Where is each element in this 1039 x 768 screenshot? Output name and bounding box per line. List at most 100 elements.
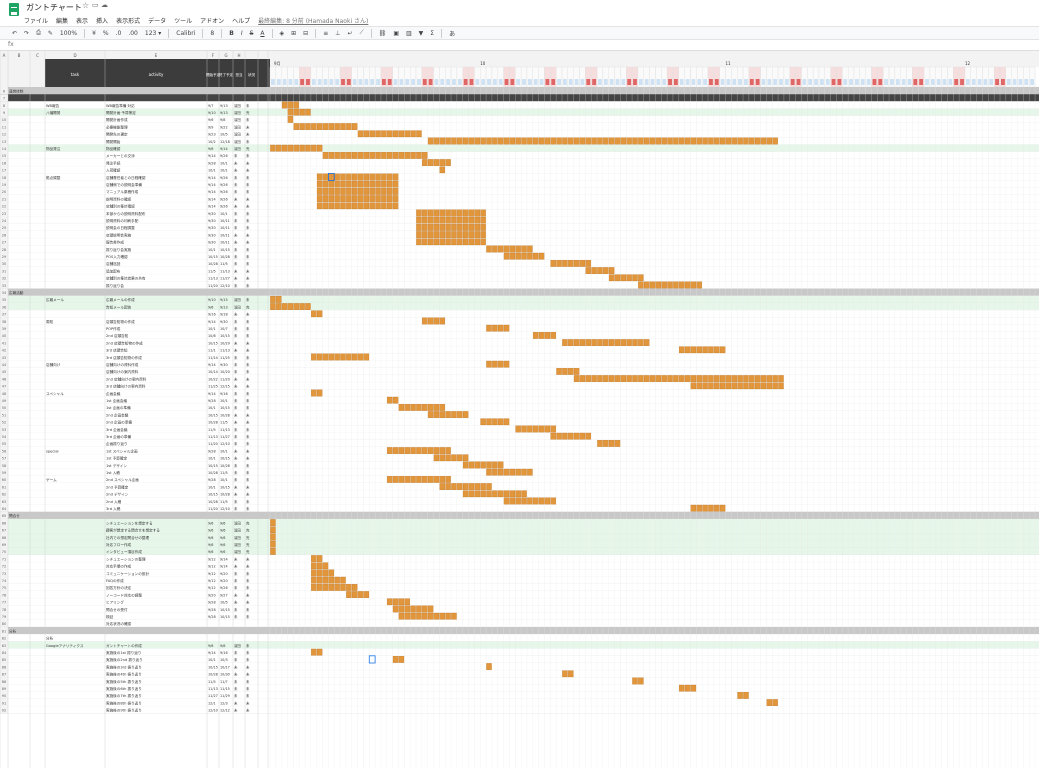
document-title[interactable]: ガントチャート	[26, 3, 82, 12]
weekday-marker	[463, 79, 468, 85]
activity-cell: 2nd デザイン	[106, 492, 129, 497]
gantt-bar-cell	[421, 317, 428, 325]
align-horizontal-icon[interactable]: ≡	[323, 29, 329, 37]
gantt-bar-cell	[392, 598, 399, 606]
paint-format-icon[interactable]: ✎	[47, 29, 53, 37]
weekday-marker	[802, 79, 807, 85]
table-row	[0, 591, 1039, 599]
fill-color-icon[interactable]: ◈	[279, 29, 285, 37]
menu-edit[interactable]: 編集	[56, 18, 69, 25]
merge-cells-icon[interactable]: ⊟	[303, 29, 309, 37]
owner-cell: 未	[234, 232, 238, 237]
row-number: 42	[2, 349, 6, 353]
activity-cell: コミュニケーションの設計	[106, 571, 149, 576]
sheets-logo-icon[interactable]	[9, 3, 19, 16]
print-icon[interactable]: ⎙	[36, 29, 41, 36]
table-row	[0, 101, 1039, 109]
owner-cell: 未	[234, 333, 238, 338]
status-cell: 未	[246, 211, 250, 216]
text-rotate-icon[interactable]: ⟋	[359, 29, 364, 36]
weekday-marker	[341, 79, 345, 85]
row-number-cell	[0, 425, 8, 433]
strikethrough-button[interactable]: S	[249, 29, 254, 37]
gantt-bar-cell	[480, 209, 486, 217]
activity-cell: 入荷確認	[106, 168, 121, 173]
bold-button[interactable]: B	[229, 29, 234, 37]
insert-link-icon[interactable]: ⛓	[378, 29, 387, 37]
input-tools-icon[interactable]: あ	[449, 30, 456, 38]
zoom-select[interactable]: 100%	[59, 29, 78, 37]
weekday-marker	[545, 79, 550, 85]
borders-icon[interactable]: ⊞	[291, 29, 297, 37]
owner-cell: 未	[234, 319, 238, 324]
gantt-bar-cell	[521, 245, 527, 253]
gantt-bar-cell	[316, 555, 323, 562]
end-date-cell: 10/1	[220, 478, 228, 482]
menu-tools[interactable]: ツール	[174, 18, 193, 25]
menu-file[interactable]: ファイル	[24, 18, 49, 25]
gantt-bar-cell	[427, 231, 434, 238]
align-vertical-icon[interactable]: ⊥	[335, 29, 341, 37]
formula-bar[interactable]: fx	[0, 41, 1039, 51]
gantt-bar-cell	[375, 173, 381, 181]
gantt-bar-cell	[421, 238, 428, 246]
gantt-bar-cell	[451, 231, 457, 238]
increase-decimal-button[interactable]: .00	[128, 29, 138, 37]
text-color-button[interactable]: A	[260, 29, 265, 37]
status-cell: 未	[246, 189, 250, 194]
start-date-cell: 9/6	[208, 550, 213, 554]
decrease-decimal-button[interactable]: .0	[115, 29, 122, 37]
gantt-bar-cell	[392, 447, 399, 454]
gantt-bar-cell	[427, 476, 434, 483]
currency-button[interactable]: ¥	[92, 29, 96, 37]
end-date-cell: 10/15	[220, 334, 230, 338]
percent-button[interactable]: %	[102, 29, 109, 37]
menu-help[interactable]: ヘルプ	[232, 18, 251, 25]
cloud-icon[interactable]: ☁	[101, 1, 108, 9]
activity-cell: 検証	[106, 614, 114, 619]
undo-icon[interactable]: ↶	[12, 29, 18, 37]
table-row	[0, 691, 1039, 699]
row-number: 58	[2, 464, 6, 468]
weekday-marker	[983, 79, 988, 85]
gantt-bar-cell	[661, 137, 667, 145]
font-size-select[interactable]: 8	[210, 29, 215, 37]
italic-button[interactable]: I	[240, 29, 243, 37]
row-number: 68	[2, 536, 6, 540]
last-edit-link[interactable]: 最終編集: 8 分前 (Hamada Naoki さん)	[258, 18, 369, 25]
gantt-bar-cell	[316, 173, 323, 181]
insert-chart-icon[interactable]: ▥	[406, 29, 412, 37]
table-row	[0, 454, 1039, 462]
gantt-bar-cell	[737, 137, 743, 145]
menu-view[interactable]: 表示	[76, 18, 89, 25]
gantt-bar-cell	[719, 504, 726, 512]
gantt-bar-cell	[404, 404, 411, 411]
row-number: 19	[2, 183, 6, 187]
filter-icon[interactable]: ▼	[418, 29, 424, 37]
text-wrap-icon[interactable]: ↵	[347, 29, 353, 37]
gantt-bar-cell	[340, 584, 346, 591]
redo-icon[interactable]: ↷	[24, 29, 30, 37]
menu-insert[interactable]: 挿入	[96, 18, 109, 25]
functions-icon[interactable]: Σ	[430, 29, 435, 37]
gantt-bar-cell	[363, 202, 370, 210]
menu-data[interactable]: データ	[148, 18, 167, 25]
folder-icon[interactable]: ▭	[92, 1, 99, 9]
font-select[interactable]: Calibri	[176, 29, 196, 37]
weekday-marker	[720, 79, 725, 85]
row-number-cell	[0, 137, 8, 145]
menu-addons[interactable]: アドオン	[200, 18, 225, 25]
start-date-cell: 10/8	[208, 334, 216, 338]
activity-cell: 開発計画·予算策定	[106, 110, 136, 115]
menu-format[interactable]: 表示形式	[116, 18, 141, 25]
end-date-cell: 9/26	[220, 190, 228, 194]
star-icon[interactable]: ☆	[82, 1, 90, 10]
row-number: 36	[2, 305, 6, 309]
start-date-cell: 11/1	[208, 349, 216, 353]
gantt-bar-cell	[719, 375, 726, 382]
row-number-cell	[0, 475, 8, 483]
insert-comment-icon[interactable]: ▣	[393, 29, 399, 37]
number-format-select[interactable]: 123 ▾	[144, 29, 162, 37]
